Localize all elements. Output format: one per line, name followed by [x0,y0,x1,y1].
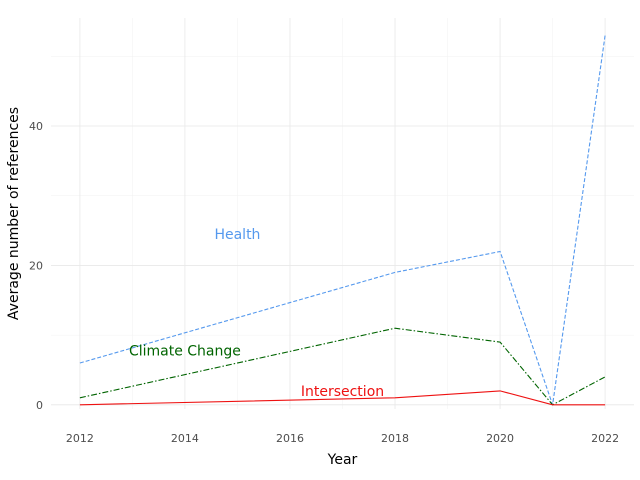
series-label-climate-change: Climate Change [129,343,241,359]
series-line-intersection [79,390,606,406]
x-tick-label: 2022 [591,432,619,445]
y-axis-title: Average number of references [6,107,22,320]
series-line-climate-change [79,327,606,406]
x-tick-label: 2012 [66,432,94,445]
y-tick-label: 20 [29,259,43,272]
series-labels: Health Climate Change Intersection [129,227,384,400]
x-tick-label: 2016 [276,432,304,445]
x-tick-label: 2018 [381,432,409,445]
x-axis-ticks: 2012 2014 2016 2018 2020 2022 [66,432,619,445]
x-axis-title: Year [327,452,358,468]
series-line-health [79,35,606,405]
x-tick-label: 2014 [171,432,199,445]
minor-gridlines [51,18,634,409]
y-axis-ticks: 0 20 40 [29,120,43,412]
series-lines [79,35,606,406]
y-tick-label: 0 [36,399,43,412]
series-label-intersection: Intersection [301,384,384,400]
x-tick-label: 2020 [486,432,514,445]
series-label-health: Health [214,227,260,243]
y-tick-label: 40 [29,120,43,133]
major-gridlines [51,18,634,409]
